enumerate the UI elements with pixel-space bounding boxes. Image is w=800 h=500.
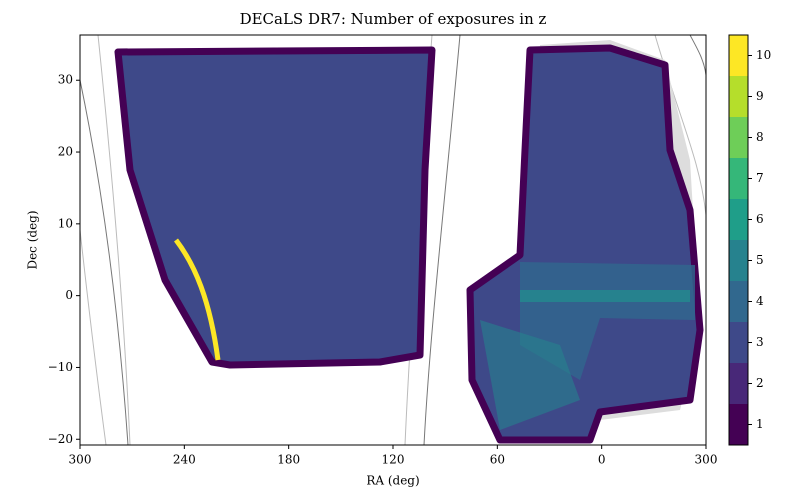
y-tick-label: −10 [48, 360, 73, 374]
colorbar-segment [729, 117, 748, 158]
x-tick-label: 240 [173, 453, 196, 467]
colorbar-tick-label: 10 [756, 48, 771, 62]
footprint [80, 35, 706, 445]
x-tick-label: 0 [598, 453, 606, 467]
x-tick-label: 300 [69, 453, 92, 467]
colorbar-segment [729, 35, 748, 76]
galactic-line [423, 35, 461, 445]
footprint-band [520, 290, 690, 302]
y-tick-label: 10 [58, 216, 73, 230]
y-axis-label: Dec (deg) [26, 210, 40, 269]
y-tick-label: 20 [58, 145, 73, 159]
colorbar-tick-label: 1 [756, 417, 764, 431]
y-tick-label: −20 [48, 432, 73, 446]
colorbar-segment [729, 281, 748, 322]
colorbar-tick-label: 3 [756, 335, 764, 349]
footprint-north [114, 46, 436, 369]
colorbar-tick-label: 7 [756, 171, 764, 185]
x-tick-label: 300 [695, 453, 718, 467]
colorbar-segment [729, 158, 748, 199]
x-axis-label: RA (deg) [366, 474, 419, 488]
galactic-line [689, 35, 706, 76]
galactic-line [80, 79, 129, 445]
colorbar-tick-label: 6 [756, 212, 764, 226]
x-tick-label: 60 [490, 453, 505, 467]
colorbar-tick-label: 4 [756, 294, 764, 308]
x-tick-label: 120 [382, 453, 405, 467]
colorbar-tick-label: 5 [756, 253, 764, 267]
galactic-line [80, 229, 107, 445]
colorbar-tick-label: 8 [756, 130, 764, 144]
colorbar-segment [729, 363, 748, 404]
colorbar-frame [728, 34, 749, 446]
colorbar-segment [729, 199, 748, 240]
colorbar-segment [729, 404, 748, 445]
colorbar-segment [729, 76, 748, 117]
footprint-streak [174, 238, 221, 361]
chart-title: DECaLS DR7: Number of exposures in z [240, 10, 547, 28]
y-tick-label: 30 [58, 73, 73, 87]
galactic-line [97, 35, 131, 445]
y-tick-label: 0 [65, 288, 73, 302]
footprint-deep [480, 320, 580, 430]
colorbar-segment [729, 240, 748, 281]
colorbar-segment [729, 322, 748, 363]
x-tick-label: 180 [277, 453, 300, 467]
colorbar-tick-label: 9 [756, 89, 764, 103]
colorbar-tick-label: 2 [756, 376, 764, 390]
